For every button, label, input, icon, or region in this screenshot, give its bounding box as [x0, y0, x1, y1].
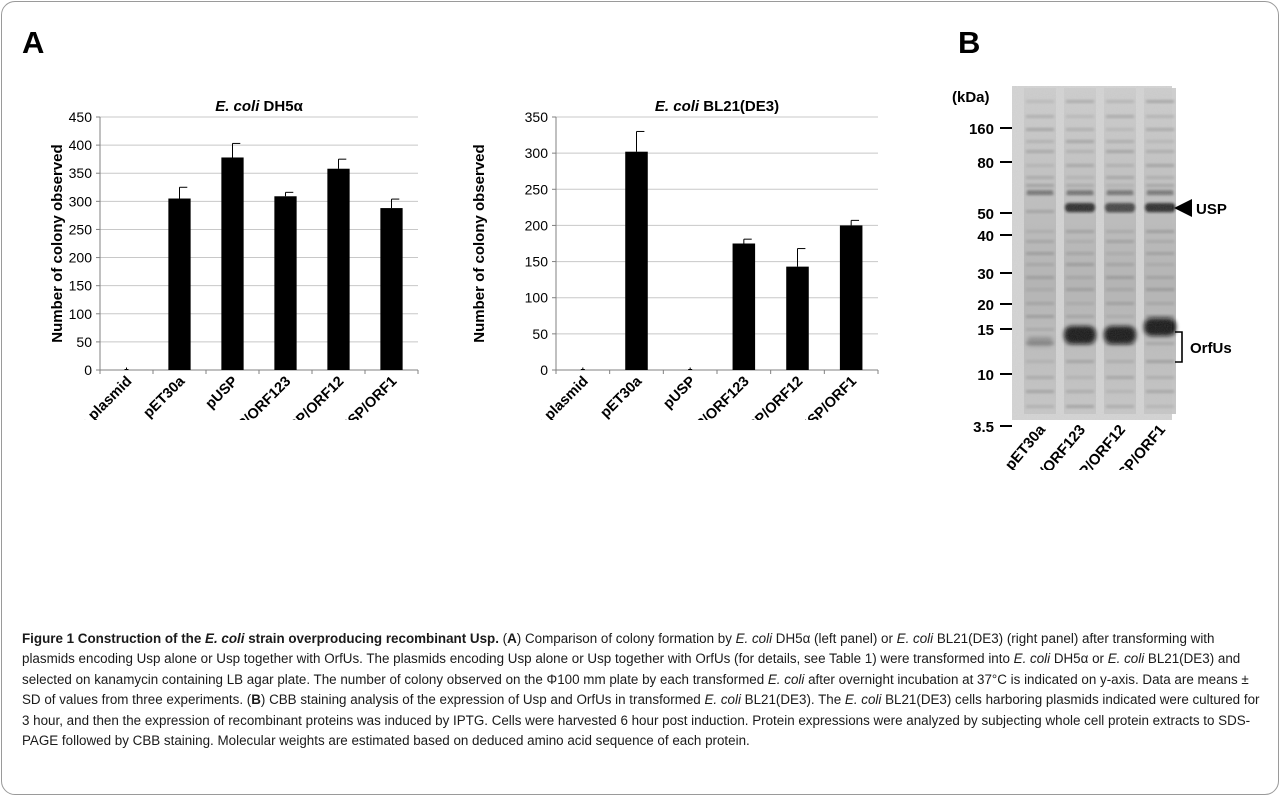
bar-pusp-orf1 — [839, 225, 863, 370]
x-tick-label: No plasmid — [69, 374, 136, 420]
bar-pet30a — [625, 151, 648, 370]
x-tick-label: pET30a — [141, 373, 189, 420]
panel-b-label: B — [958, 25, 981, 60]
bar-pusp-orf123 — [732, 243, 756, 370]
gel-unit-label: (kDa) — [952, 89, 990, 106]
y-tick-label: 200 — [69, 250, 93, 266]
bar-pusp-orf12 — [327, 168, 350, 370]
gel-marker-label: 50 — [977, 206, 994, 223]
chart-title: E. coli DH5α — [215, 100, 303, 115]
x-tick-label: pET30a — [598, 373, 646, 420]
gel-annotations: USP OrfUs — [1174, 199, 1232, 363]
y-tick-label: 450 — [69, 109, 93, 125]
bar-pusp — [221, 157, 244, 370]
sds-page-gel-panel: (kDa) 160 80 50 40 30 20 15 10 3.5 USP OrfUs pET30… — [952, 86, 1232, 470]
gel-marker-labels: (kDa) 160 80 50 40 30 20 15 10 3.5 — [952, 89, 1012, 436]
y-tick-label: 300 — [69, 193, 93, 209]
caption-body: (A) Comparison of colony formation by E.… — [22, 631, 1260, 749]
y-tick-label: 250 — [525, 181, 549, 197]
y-tick-label: 100 — [525, 290, 549, 306]
bar-pusp-orf1 — [380, 208, 403, 370]
usp-arrow-icon — [1174, 199, 1192, 217]
y-tick-label: 350 — [525, 109, 549, 125]
bar-pusp-orf123 — [274, 196, 297, 370]
x-tick-label: pUSP — [203, 373, 242, 412]
gel-marker-label: 80 — [977, 155, 994, 172]
chart-title: E. coli BL21(DE3) — [655, 100, 779, 115]
y-tick-label: 200 — [525, 217, 549, 233]
gel-marker-label: 10 — [977, 367, 994, 384]
gel-texture — [1012, 86, 1172, 420]
y-tick-label: 300 — [525, 145, 549, 161]
panel-a-label: A — [22, 25, 45, 60]
y-tick-label: 0 — [84, 362, 92, 378]
orfus-bracket — [1175, 331, 1183, 363]
y-tick-label: 0 — [540, 362, 548, 378]
y-tick-label: 350 — [69, 165, 93, 181]
usp-label: USP — [1196, 201, 1227, 218]
orfus-label: OrfUs — [1190, 340, 1232, 357]
y-tick-label: 50 — [76, 334, 92, 350]
gel-marker-label: 20 — [977, 297, 994, 314]
caption-title: Figure 1 Construction of the E. coli str… — [22, 631, 499, 646]
figure-caption: Figure 1 Construction of the E. coli str… — [22, 629, 1260, 751]
gel-marker-label: 30 — [977, 266, 994, 283]
y-axis-label: Number of colony observed — [471, 144, 488, 342]
gel-marker-label: 40 — [977, 228, 994, 245]
gel-marker-label: 160 — [969, 121, 994, 138]
y-tick-label: 400 — [69, 137, 93, 153]
y-tick-label: 50 — [532, 326, 548, 342]
y-axis-label: Number of colony observed — [49, 144, 66, 342]
chart-bl21: E. coli BL21(DE3) 0 50 100 150 200 250 300 350 Nu… — [471, 100, 879, 420]
x-tick-label: pUSP — [660, 373, 699, 412]
gel-marker-label: 3.5 — [973, 419, 994, 436]
y-tick-label: 250 — [69, 221, 93, 237]
y-tick-label: 100 — [69, 306, 93, 322]
bar-pusp-orf12 — [786, 266, 809, 370]
gel-marker-label: 15 — [977, 322, 994, 339]
bar-pet30a — [168, 198, 191, 370]
y-tick-label: 150 — [525, 254, 549, 270]
x-tick-label: No plasmid — [525, 374, 592, 420]
chart-dh5a: E. coli DH5α 0 50 100 150 200 250 300 350 400 450 N… — [49, 100, 419, 420]
y-tick-label: 150 — [69, 278, 93, 294]
gel-image — [1012, 86, 1176, 420]
